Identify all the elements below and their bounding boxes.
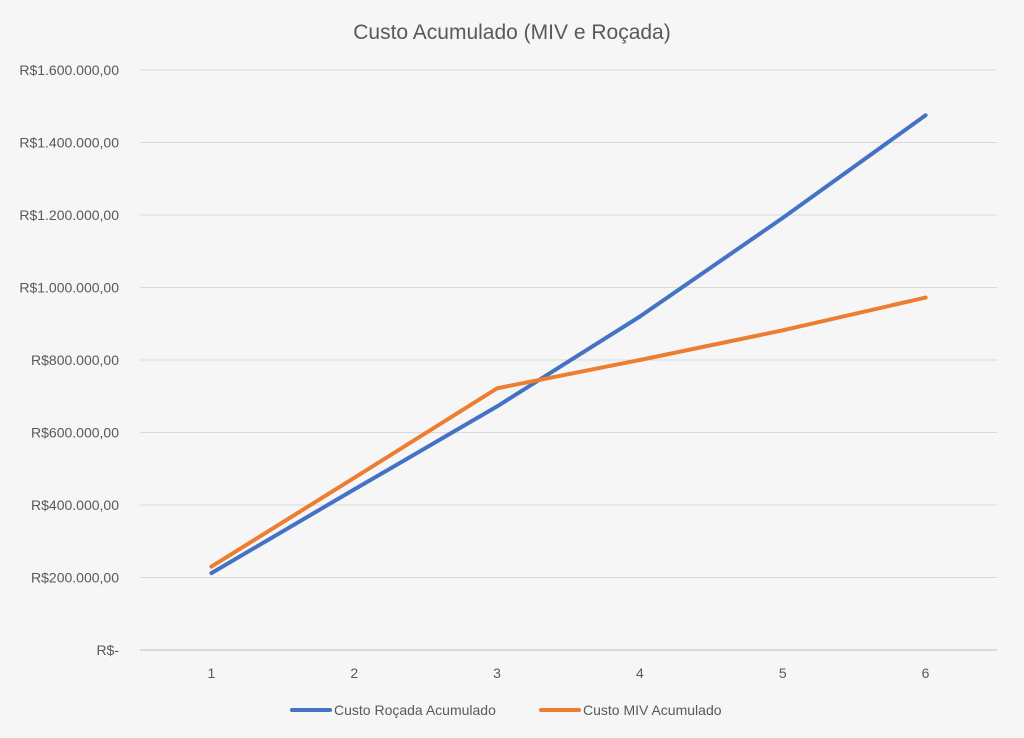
- y-tick-label: R$1.600.000,00: [19, 62, 119, 78]
- y-tick-label: R$200.000,00: [31, 570, 119, 586]
- y-tick-label: R$600.000,00: [31, 425, 119, 441]
- legend-label: Custo Roçada Acumulado: [334, 702, 496, 718]
- series-line-1: [209, 113, 928, 576]
- x-tick-label: 4: [636, 665, 644, 681]
- legend-label: Custo MIV Acumulado: [583, 702, 722, 718]
- chart-title: Custo Acumulado (MIV e Roçada): [353, 21, 670, 44]
- x-tick-label: 2: [350, 665, 358, 681]
- x-tick-label: 3: [493, 665, 501, 681]
- legend-item: Custo MIV Acumulado: [539, 702, 722, 718]
- y-axis-tick-labels: R$- R$200.000,00 R$400.000,00 R$600.000,00 R…: [19, 62, 119, 658]
- legend: Custo Roçada Acumulado Custo MIV Acumulad…: [290, 702, 722, 718]
- x-tick-label: 5: [779, 665, 787, 681]
- y-tick-label: R$400.000,00: [31, 497, 119, 513]
- y-tick-label: R$1.200.000,00: [19, 207, 119, 223]
- x-tick-label: 6: [922, 665, 930, 681]
- x-tick-label: 1: [208, 665, 216, 681]
- y-tick-label: R$1.400.000,00: [19, 135, 119, 151]
- y-tick-label: R$-: [96, 642, 119, 658]
- x-axis-tick-labels: 1 2 3 4 5 6: [208, 665, 930, 681]
- series-line-2: [209, 295, 928, 569]
- legend-item: Custo Roçada Acumulado: [290, 702, 496, 718]
- series-lines: [209, 113, 928, 576]
- y-tick-label: R$1.000.000,00: [19, 280, 119, 296]
- y-tick-label: R$800.000,00: [31, 352, 119, 368]
